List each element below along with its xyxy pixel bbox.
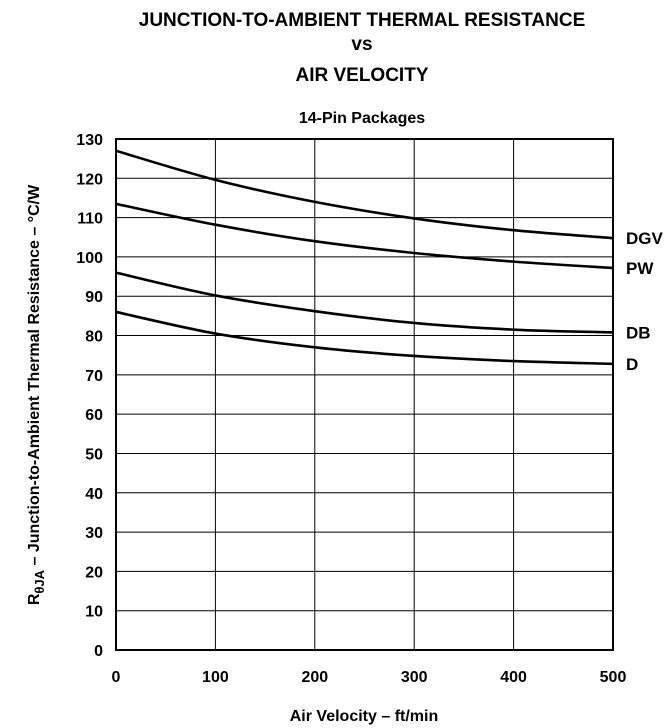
y-tick-label: 80: [85, 329, 103, 346]
x-tick-label: 0: [112, 669, 121, 686]
y-tick-label: 120: [76, 171, 103, 188]
series-line-dgv: [115, 149, 614, 240]
chart-title-line-2: vs: [351, 34, 372, 55]
chart-subtitle: 14-Pin Packages: [299, 110, 425, 127]
y-tick-label: 60: [85, 407, 103, 424]
y-axis-label-subscript: θJA: [32, 569, 47, 593]
y-axis-label-text: – Junction-to-Ambient Thermal Resistance…: [26, 184, 43, 570]
x-axis-ticks: 0 100 200 300 400 500: [112, 669, 627, 686]
grid-lines: [115, 138, 614, 651]
y-tick-label: 10: [85, 604, 103, 621]
series-label-dgv: DGV: [626, 229, 664, 248]
y-tick-label: 0: [94, 643, 103, 660]
y-tick-label: 90: [85, 289, 103, 306]
x-tick-label: 100: [202, 669, 229, 686]
y-axis-label: RθJA – Junction-to-Ambient Thermal Resis…: [26, 184, 47, 605]
y-tick-label: 50: [85, 446, 103, 463]
x-tick-label: 300: [401, 669, 428, 686]
x-axis-label: Air Velocity – ft/min: [290, 708, 438, 725]
x-tick-label: 500: [600, 669, 627, 686]
x-tick-label: 200: [301, 669, 328, 686]
x-tick-label: 400: [500, 669, 527, 686]
y-axis-ticks: 0 10 20 30 40 50 60 70 80 90 100 110 120 130: [76, 132, 103, 660]
y-tick-label: 40: [85, 486, 103, 503]
series-label-db: DB: [626, 323, 651, 342]
series-line-d: [115, 310, 614, 366]
data-series: [115, 149, 614, 366]
series-line-pw: [115, 202, 614, 270]
chart-title-line-1: JUNCTION-TO-AMBIENT THERMAL RESISTANCE: [139, 10, 586, 31]
series-label-pw: PW: [626, 259, 654, 278]
y-tick-label: 70: [85, 368, 103, 385]
series-label-d: D: [626, 355, 638, 374]
y-tick-label: 20: [85, 564, 103, 581]
plot-frame: [115, 138, 614, 651]
series-line-db: [115, 271, 614, 334]
y-axis-label-prefix: R: [26, 593, 43, 605]
series-labels: DGV PW DB D: [626, 229, 664, 374]
y-tick-label: 100: [76, 250, 103, 267]
y-tick-label: 110: [77, 211, 103, 228]
chart-title-line-3: AIR VELOCITY: [295, 65, 428, 86]
y-tick-label: 30: [85, 525, 103, 542]
y-tick-label: 130: [76, 132, 103, 149]
